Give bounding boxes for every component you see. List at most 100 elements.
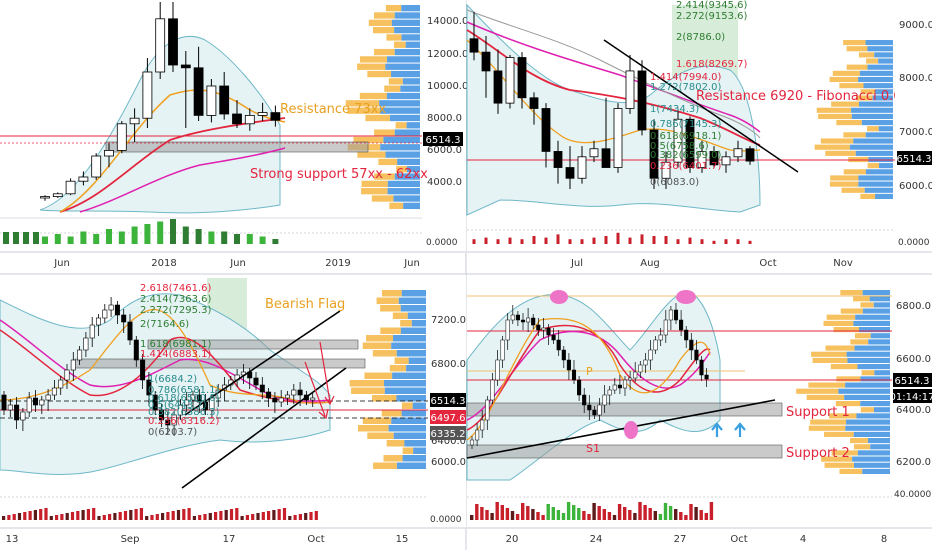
trendline [466, 399, 776, 459]
volume-profile-bar [861, 120, 893, 126]
annotation-resistance: Resistance 6920 - Fibonacci 0.618 [696, 89, 918, 104]
candle-body [278, 397, 284, 403]
candle-body [694, 349, 699, 361]
volume-profile-bar [832, 70, 860, 76]
fib-label: 0.236(6401.7) [650, 161, 722, 172]
price-tag: 6514.3 [431, 396, 466, 407]
candle-body [1, 394, 7, 411]
volume-profile-bar [866, 58, 879, 64]
candle-body [272, 397, 278, 403]
y-tick-label: 6000.0 [427, 145, 462, 156]
volume-profile-bar [372, 395, 397, 402]
volume-bar [684, 515, 688, 520]
volume-bar [39, 509, 43, 520]
candle-body [577, 156, 587, 179]
volume-bar [187, 508, 191, 520]
volume-profile-bar [857, 450, 890, 456]
volume-profile-bar [391, 19, 420, 26]
volume-profile-bar [368, 19, 392, 26]
volume-profile-bar [869, 296, 890, 302]
volume-bar [580, 239, 584, 244]
y-tick-label: 14000.0 [427, 16, 468, 27]
candle-body [649, 129, 659, 179]
volume-profile-bar [411, 320, 426, 327]
fib-levels: 2.618(7461.6)2.414(7363.6)2.272(7295.3) 2… [140, 283, 220, 438]
candle-body [697, 151, 707, 168]
candle-body [469, 38, 479, 53]
candle-body [637, 70, 647, 131]
candle-body [658, 334, 663, 341]
candle-body [291, 389, 297, 396]
volume-profile-bar [389, 114, 420, 122]
volume-profile-bar [829, 181, 859, 187]
candle-body [152, 394, 158, 411]
fib-label: 0.786(7145.3) [650, 119, 722, 130]
candle-body [83, 337, 89, 351]
candle-body [565, 167, 575, 179]
volume-bar [628, 510, 632, 520]
volume-profile-bar [824, 462, 855, 468]
volume-profile-bar [401, 410, 426, 417]
volume-profile-bar [860, 302, 874, 308]
volume-bar [145, 516, 149, 520]
fib-label: 0(6203.7) [148, 427, 197, 438]
volume-profile-bar [818, 113, 852, 119]
volume-bar [234, 234, 240, 244]
volume-profile-bar [391, 417, 426, 424]
volume-bar [76, 511, 80, 520]
volume-profile-bar [864, 187, 893, 193]
volume-profile-bar [841, 187, 865, 193]
candle-body [541, 327, 546, 331]
candle-body [733, 148, 743, 158]
volume-profile-bar [400, 327, 426, 334]
candle-body [704, 374, 709, 380]
volume-bar [93, 234, 100, 244]
volume-bar [566, 502, 571, 520]
volume-profile-bar [391, 70, 420, 78]
volume-profile-bar [394, 173, 420, 180]
candle-body [607, 389, 612, 396]
volume-profile-bar [395, 122, 407, 129]
volume-bar [508, 237, 512, 244]
volume-profile-bar [858, 76, 893, 83]
volume-profile-bar [389, 365, 407, 372]
volume-profile-bar [843, 132, 866, 138]
volume-bar [102, 515, 106, 520]
ema-slow [79, 147, 286, 213]
candle-body [553, 151, 563, 168]
volume-profile-bar [398, 297, 426, 304]
candle-body [108, 304, 114, 311]
x-tick-label: Oct [307, 534, 324, 545]
x-tick-label: 4 [800, 534, 806, 545]
volume-profile-bar [381, 290, 402, 297]
volume-profile-bar [374, 48, 395, 56]
volume-profile-bar [383, 455, 403, 462]
volume-axis-label: 0.0000 [898, 238, 930, 248]
volume-bar [709, 502, 714, 520]
candle-body [159, 409, 165, 421]
volume-profile-bar [796, 388, 839, 394]
volume-profile-bar [870, 333, 890, 339]
candle-body [244, 115, 255, 125]
candle-body [257, 112, 268, 116]
volume-bar [129, 510, 133, 520]
volume-bar [674, 509, 678, 520]
candle-body [165, 419, 171, 426]
volume-bar [155, 514, 159, 520]
volume-bar [561, 513, 566, 520]
volume-profile-bar [856, 413, 890, 419]
candle-body [643, 359, 648, 366]
fib-label: 2(7164.6) [140, 319, 189, 330]
volume-bar [546, 504, 550, 520]
volume-profile-bar [862, 290, 890, 296]
volume-profile-bar [867, 126, 879, 132]
volume-profile-bar [349, 380, 385, 387]
x-tick-label: 8 [881, 534, 887, 545]
volume-profile-bar [858, 327, 890, 333]
volume-bar [532, 236, 536, 244]
volume-profile-bar [362, 342, 392, 349]
volume-profile-bar [404, 440, 426, 447]
y-tick-label: 6600.0 [896, 354, 931, 365]
candle-body [663, 319, 668, 336]
volume-bar [704, 513, 708, 520]
